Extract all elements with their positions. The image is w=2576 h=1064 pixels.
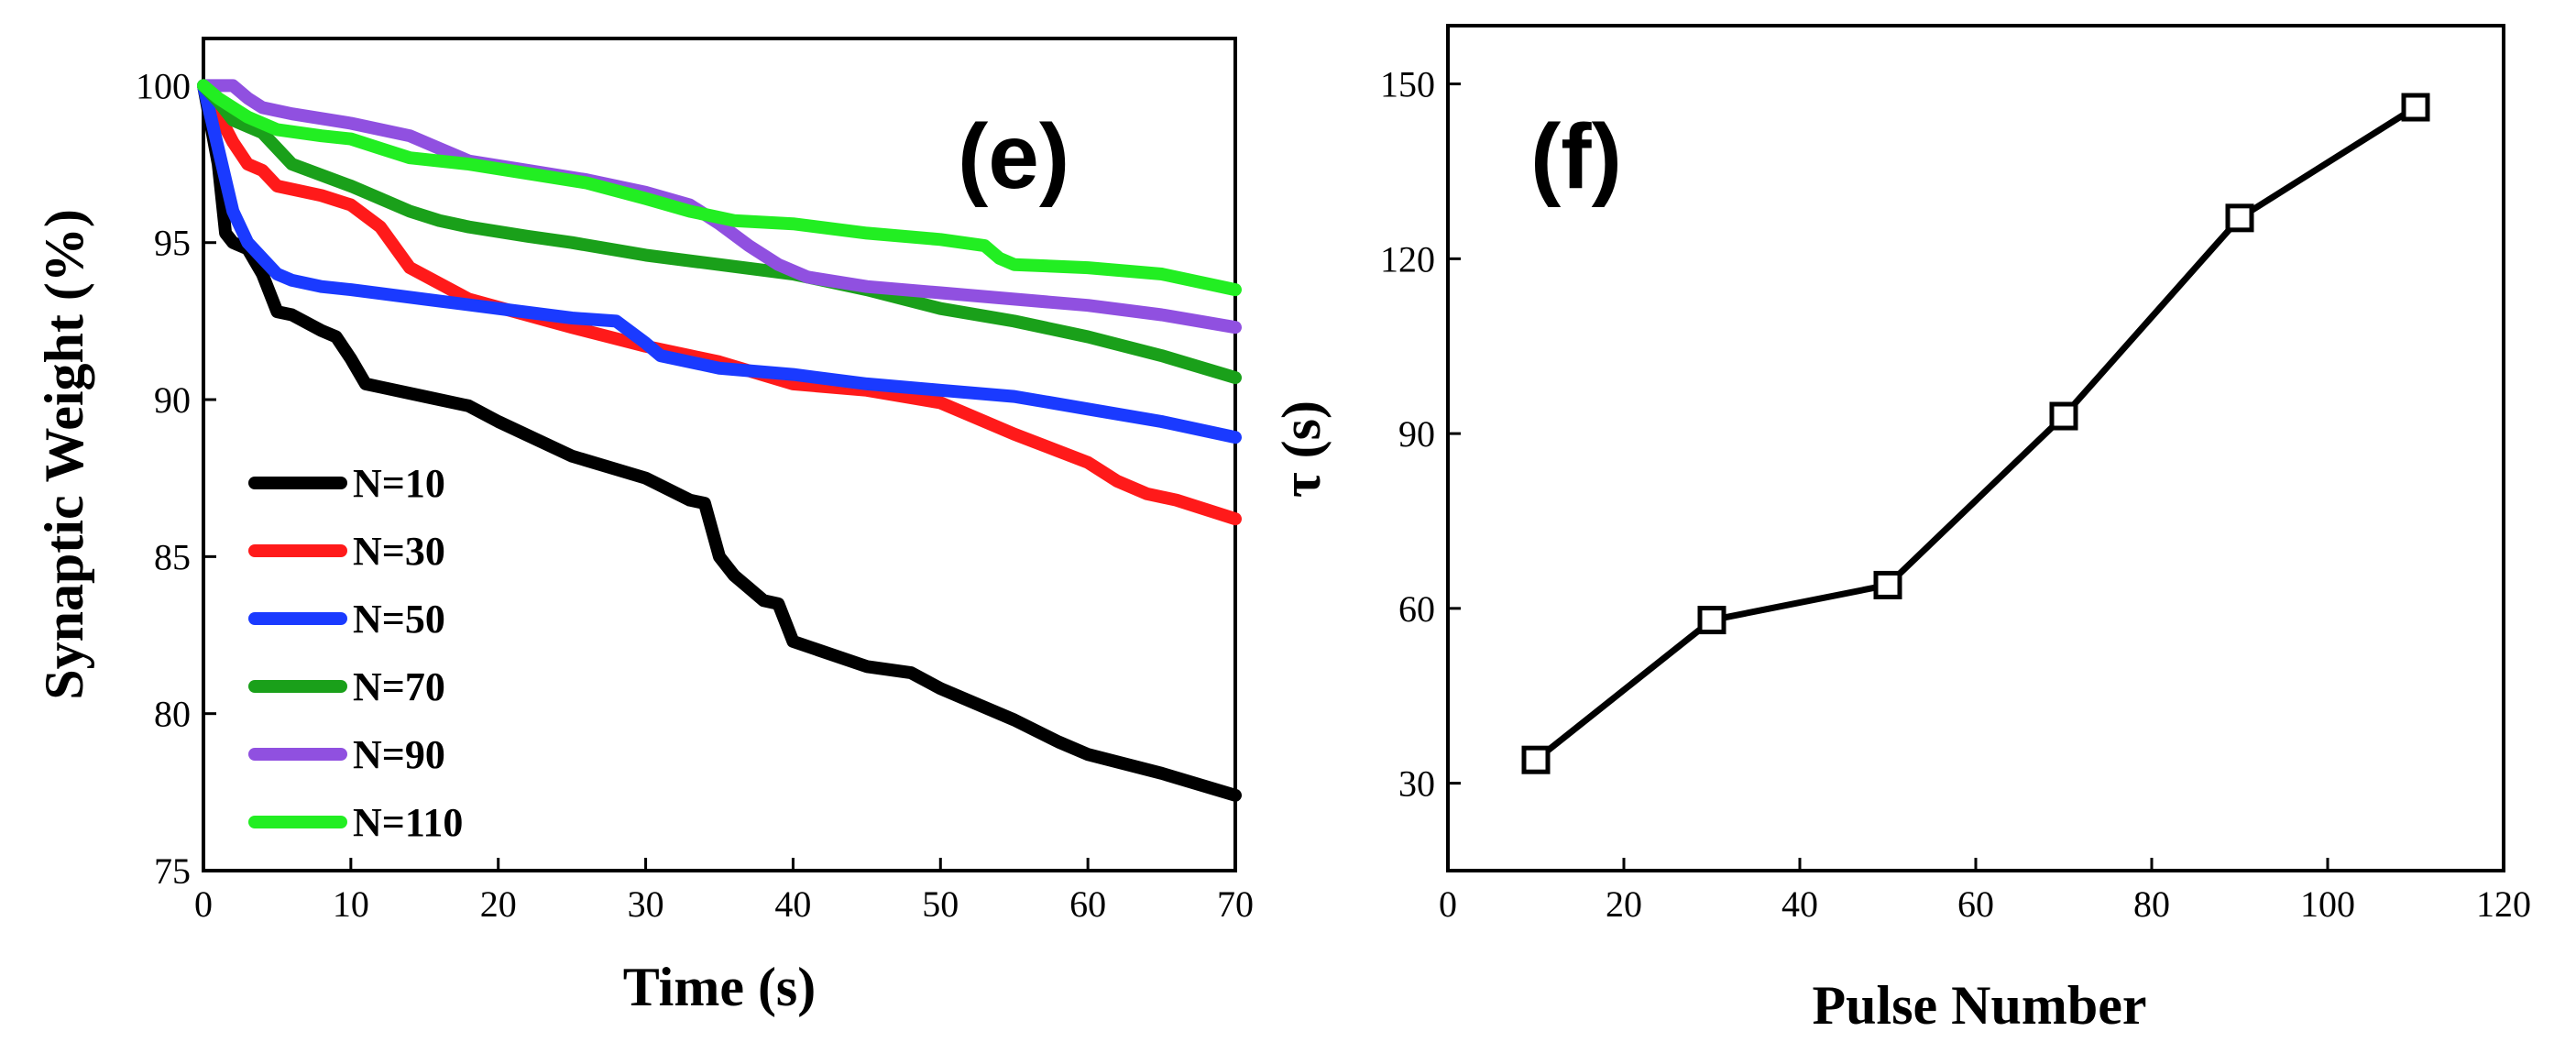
legend-label: N=110 bbox=[353, 800, 463, 845]
y-tick-label: 80 bbox=[154, 694, 191, 735]
series-line-n-110 bbox=[197, 79, 1242, 297]
x-tick-label: 20 bbox=[480, 883, 517, 925]
y-tick-label: 100 bbox=[136, 65, 191, 106]
y-tick-label: 150 bbox=[1380, 64, 1435, 105]
series-line-n-30 bbox=[197, 79, 1242, 526]
y-tick-label: 60 bbox=[1398, 588, 1435, 630]
x-tick-label: 60 bbox=[1957, 883, 1994, 925]
data-point-marker bbox=[1873, 570, 1902, 599]
chart-e-plot-frame bbox=[202, 37, 1237, 872]
x-tick-label: 120 bbox=[2476, 883, 2531, 925]
legend-label: N=90 bbox=[353, 732, 445, 777]
x-tick-label: 20 bbox=[1606, 883, 1642, 925]
chart-e-x-axis-label: Time (s) bbox=[623, 957, 817, 1017]
y-tick-label: 95 bbox=[154, 223, 191, 264]
legend-label: N=10 bbox=[353, 461, 445, 506]
chart-f-x-axis-label: Pulse Number bbox=[1813, 975, 2147, 1036]
legend-label: N=30 bbox=[353, 529, 445, 574]
series-line-n-70 bbox=[197, 79, 1242, 385]
series-line-tau bbox=[1532, 104, 2419, 763]
x-tick-label: 80 bbox=[2133, 883, 2170, 925]
data-point-marker bbox=[2225, 203, 2254, 233]
legend-label: N=70 bbox=[353, 664, 445, 709]
series-line-n-50 bbox=[197, 79, 1242, 444]
y-tick-label: 30 bbox=[1398, 763, 1435, 805]
data-point-marker bbox=[2049, 401, 2078, 431]
y-tick-label: 120 bbox=[1380, 238, 1435, 280]
x-tick-label: 40 bbox=[1781, 883, 1818, 925]
chart-f-panel-label: (f) bbox=[1530, 105, 1622, 208]
data-point-marker bbox=[1697, 606, 1726, 635]
y-tick-label: 90 bbox=[154, 379, 191, 421]
data-point-marker bbox=[2401, 93, 2430, 122]
chart-f-tau-vs-pulse: 0 20 40 60 80 100 120 30 60 90 120 150 (f) Pulse Nu… bbox=[1271, 24, 2531, 1036]
legend-label: N=50 bbox=[353, 597, 445, 642]
x-tick-label: 50 bbox=[922, 883, 959, 925]
chart-e-synaptic-weight: 0 10 20 30 40 50 60 70 75 80 85 90 95 100 (e) Time (s… bbox=[34, 37, 1254, 1017]
x-tick-label: 100 bbox=[2300, 883, 2355, 925]
y-tick-label: 75 bbox=[154, 850, 191, 892]
x-tick-label: 70 bbox=[1217, 883, 1254, 925]
chart-e-panel-label: (e) bbox=[958, 105, 1069, 208]
y-tick-label: 90 bbox=[1398, 413, 1435, 455]
series-line-n-10 bbox=[197, 79, 1242, 802]
x-tick-label: 30 bbox=[628, 883, 664, 925]
x-tick-label: 0 bbox=[1439, 883, 1457, 925]
chart-e-y-axis-label: Synaptic Weight (%) bbox=[34, 209, 94, 700]
x-tick-label: 10 bbox=[333, 883, 369, 925]
x-tick-label: 40 bbox=[774, 883, 811, 925]
x-tick-label: 0 bbox=[194, 883, 213, 925]
chart-f-y-axis-label: τ (s) bbox=[1271, 400, 1332, 498]
x-tick-label: 60 bbox=[1069, 883, 1106, 925]
data-point-marker bbox=[1521, 745, 1551, 774]
y-tick-label: 85 bbox=[154, 536, 191, 577]
